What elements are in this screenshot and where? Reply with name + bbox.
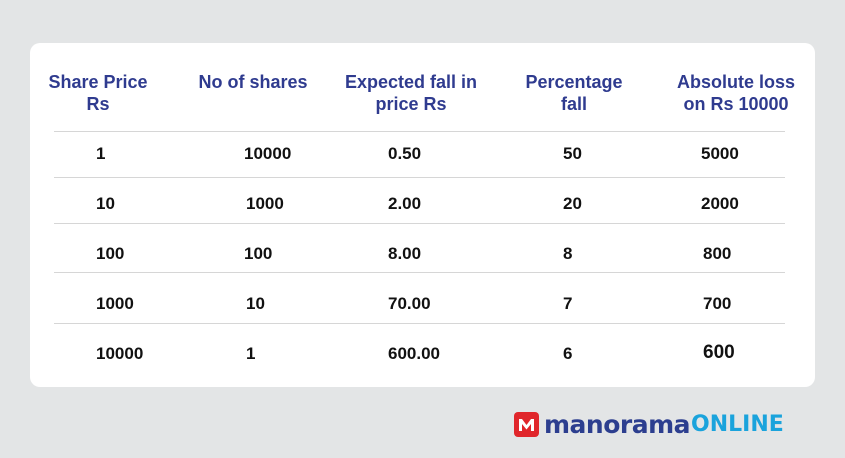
logo-text-online: ONLINE (691, 411, 784, 437)
cell-share-price: 100 (96, 244, 125, 263)
cell-expected-fall: 2.00 (388, 194, 422, 213)
header-share-price-line2: Rs (86, 94, 110, 114)
cell-share-price: 10000 (96, 344, 144, 363)
cell-expected-fall: 70.00 (388, 294, 431, 313)
cell-no-of-shares: 1 (246, 344, 256, 363)
header-percentage-fall-line1: Percentage (525, 72, 623, 92)
row-divider (54, 177, 785, 178)
cell-expected-fall: 8.00 (388, 244, 422, 263)
header-percentage-fall-line2: fall (560, 94, 587, 114)
cell-percentage-fall: 20 (563, 194, 582, 213)
row-divider (54, 223, 785, 224)
cell-absolute-loss: 5000 (701, 144, 739, 163)
cell-percentage-fall: 8 (563, 244, 573, 263)
cell-absolute-loss: 700 (703, 294, 732, 313)
row-divider (54, 272, 785, 273)
cell-no-of-shares: 10 (246, 294, 265, 313)
header-share-price: Share Price Rs (48, 71, 148, 115)
header-no-of-shares: No of shares (191, 71, 315, 93)
header-expected-fall: Expected fall in price Rs (336, 71, 486, 115)
row-divider (54, 131, 785, 132)
header-percentage-fall: Percentage fall (519, 71, 629, 115)
cell-no-of-shares: 10000 (244, 144, 292, 163)
cell-absolute-loss: 800 (703, 244, 732, 263)
header-share-price-line1: Share Price (48, 72, 148, 92)
header-no-of-shares-line1: No of shares (198, 72, 308, 92)
header-absolute-loss-line1: Absolute loss (676, 72, 796, 92)
row-divider (54, 323, 785, 324)
cell-absolute-loss: 2000 (701, 194, 739, 213)
cell-absolute-loss: 600 (703, 342, 735, 363)
cell-percentage-fall: 6 (563, 344, 573, 363)
cell-share-price: 1 (96, 144, 106, 163)
cell-share-price: 1000 (96, 294, 134, 313)
cell-expected-fall: 600.00 (388, 344, 440, 363)
manorama-m-icon (514, 411, 539, 437)
header-expected-fall-line2: price Rs (375, 94, 447, 114)
cell-percentage-fall: 50 (563, 144, 582, 163)
cell-no-of-shares: 1000 (246, 194, 284, 213)
data-table-card: Share Price Rs No of shares Expected fal… (30, 43, 815, 387)
manorama-online-logo: manorama ONLINE (514, 409, 784, 439)
header-expected-fall-line1: Expected fall in (344, 72, 478, 92)
cell-expected-fall: 0.50 (388, 144, 422, 163)
header-absolute-loss: Absolute loss on Rs 10000 (670, 71, 802, 115)
cell-no-of-shares: 100 (244, 244, 273, 263)
cell-percentage-fall: 7 (563, 294, 573, 313)
header-absolute-loss-line2: on Rs 10000 (683, 94, 789, 114)
cell-share-price: 10 (96, 194, 115, 213)
logo-text-manorama: manorama (544, 409, 691, 439)
